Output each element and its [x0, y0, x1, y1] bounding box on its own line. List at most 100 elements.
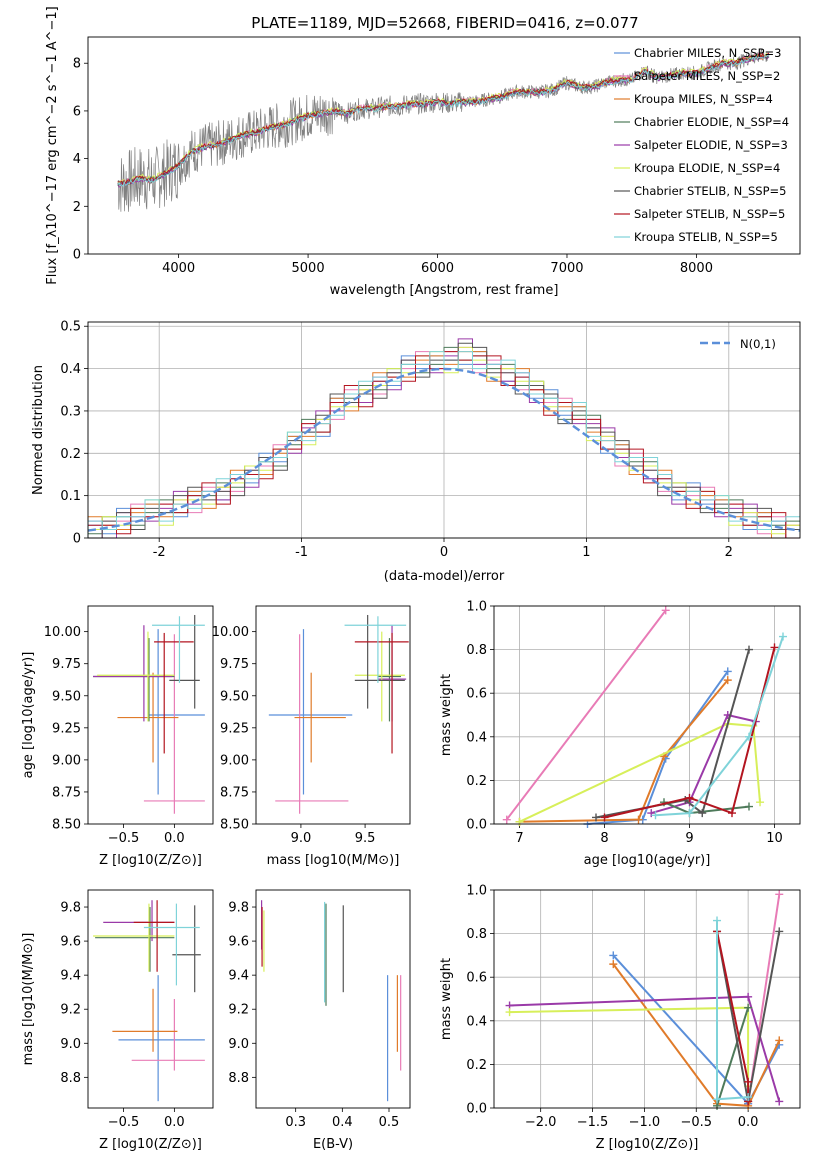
y-tick-label: 0.0	[466, 1102, 487, 1117]
y-tick-label: 9.25	[52, 721, 81, 736]
x-axis-label: (data-model)/error	[384, 569, 505, 584]
legend-label: Kroupa STELIB, N_SSP=5	[634, 230, 778, 244]
x-tick-label: −1.0	[629, 1115, 661, 1130]
weight-marker-chabrier_elodie	[745, 802, 753, 811]
y-tick-label: 9.2	[60, 1003, 81, 1018]
weight-marker-kroupa_elodie	[756, 798, 765, 807]
x-tick-label: 9.0	[291, 831, 312, 846]
y-tick-label: 4	[73, 152, 81, 167]
y-axis-label: Normed distribution	[31, 365, 46, 495]
weight-line-chabrier_elodie	[716, 1007, 750, 1107]
x-tick-label: 4000	[162, 261, 195, 276]
axes-frame	[87, 605, 214, 825]
x-axis-label: age [log10(age/yr)]	[584, 853, 711, 868]
y-tick-label: 6	[73, 104, 81, 119]
y-tick-label: 9.25	[220, 721, 249, 736]
weight-marker-kroupa_elodie	[505, 1008, 514, 1017]
y-tick-label: 10.00	[212, 625, 249, 640]
weight-marker-kroupa_stelib	[685, 809, 694, 818]
y-tick-label: 9.0	[228, 1037, 249, 1052]
y-tick-label: 0.2	[466, 1058, 487, 1073]
x-tick-label: 0	[440, 545, 448, 560]
axes-frame	[493, 605, 801, 825]
weight-marker-salpeter_miles	[775, 890, 784, 899]
weight-marker-salpeter_stelib	[744, 1077, 753, 1086]
x-tick-label: 0.0	[164, 1115, 185, 1130]
weight-marker-salpeter_elodie	[647, 809, 656, 818]
y-tick-label: 9.00	[220, 753, 249, 768]
y-tick-label: 9.50	[52, 689, 81, 704]
legend-label: Chabrier MILES, N_SSP=3	[634, 46, 781, 60]
age-vs-metallicity-panel: −0.5 0.0 8.50 8.75 9.00 9.25 9.50 9.75 10.00 Z [l…	[21, 605, 214, 868]
x-tick-label: 0.5	[379, 1115, 400, 1130]
x-axis-label: Z [log10(Z/Z⊙)]	[99, 1137, 202, 1152]
legend-label: Chabrier STELIB, N_SSP=5	[634, 184, 786, 198]
x-tick-label: 9.5	[355, 831, 376, 846]
weight-vs-age-panel: 7 8 9 10 0.0 0.2 0.4 0.6 0.8 1.0 age [log10(age/yr…	[439, 600, 801, 868]
y-tick-label: 8.8	[228, 1071, 249, 1086]
legend-label: Salpeter STELIB, N_SSP=5	[634, 207, 785, 221]
weight-marker-chabrier_miles	[609, 951, 618, 960]
y-tick-label: 9.50	[220, 689, 249, 704]
y-tick-label: 0.6	[466, 971, 487, 986]
axes-frame	[255, 605, 411, 825]
spectrum-panel: 4000 5000 6000 7000 8000 0 2 4 6 8 wavelength [Ang…	[45, 6, 801, 298]
y-tick-label: 0.2	[466, 774, 487, 789]
weight-marker-kroupa_miles	[634, 815, 643, 824]
weight-marker-salpeter_miles	[661, 606, 670, 615]
x-tick-label: 7000	[550, 261, 583, 276]
weight-line-kroupa_miles	[612, 963, 781, 1107]
y-axis-label: mass [log10(M/M⊙)]	[21, 933, 36, 1066]
y-tick-label: 10.00	[44, 625, 81, 640]
weight-marker-salpeter_elodie	[775, 1097, 784, 1106]
x-tick-label: −1.5	[577, 1115, 609, 1130]
weight-marker-kroupa_miles	[609, 960, 618, 969]
legend-label: Salpeter MILES, N_SSP=2	[634, 69, 780, 83]
x-tick-label: 0.0	[738, 1115, 759, 1130]
y-tick-label: 0.8	[466, 643, 487, 658]
y-tick-label: 0.4	[466, 730, 487, 745]
weight-line-kroupa_elodie	[509, 1006, 750, 1087]
y-tick-label: 8	[73, 57, 81, 72]
y-tick-label: 0.1	[60, 489, 81, 504]
y-tick-label: 9.4	[60, 969, 81, 984]
x-tick-label: 10	[766, 831, 783, 846]
weight-marker-salpeter_elodie	[744, 992, 753, 1001]
x-tick-label: 6000	[421, 261, 454, 276]
weight-marker-salpeter_stelib	[685, 793, 694, 802]
mass-vs-metallicity-panel: −0.5 0.0 8.8 9.0 9.2 9.4 9.6 9.8 Z [log10(Z/Z⊙)]…	[21, 889, 214, 1152]
figure-title: PLATE=1189, MJD=52668, FIBERID=0416, z=0…	[251, 14, 638, 32]
weight-line-chabrier_miles	[587, 670, 729, 825]
x-tick-label: 9	[685, 831, 693, 846]
weight-marker-kroupa_stelib	[744, 1093, 753, 1102]
weight-marker-chabrier_miles	[723, 667, 732, 676]
age-vs-mass-panel: 9.0 9.5 8.50 8.75 9.00 9.25 9.50 9.75 10.00 mass …	[212, 605, 411, 868]
weight-marker-kroupa_miles	[775, 1036, 784, 1045]
y-tick-label: 8.50	[52, 818, 81, 833]
legend-label: Kroupa MILES, N_SSP=4	[634, 92, 773, 106]
x-tick-label: 7	[515, 831, 523, 846]
y-axis-label: age [log10(age/yr)]	[21, 652, 36, 779]
y-axis-label: mass weight	[439, 674, 454, 756]
x-tick-label: 1	[582, 545, 590, 560]
weight-vs-metallicity-panel: −2.0 −1.5 −1.0 −0.5 0.0 0.0 0.2 0.4 0.6 0.8 1.0 Z […	[439, 884, 801, 1152]
y-tick-label: 9.0	[60, 1037, 81, 1052]
y-tick-label: 9.6	[60, 935, 81, 950]
legend-label: Salpeter ELODIE, N_SSP=3	[634, 138, 788, 152]
x-axis-label: wavelength [Angstrom, rest frame]	[330, 283, 559, 298]
y-tick-label: 0.4	[60, 362, 81, 377]
axes-frame	[87, 321, 801, 539]
x-tick-label: 8000	[680, 261, 713, 276]
weight-marker-kroupa_stelib	[779, 632, 787, 641]
weight-marker-chabrier_stelib	[745, 645, 753, 654]
x-axis-label: Z [log10(Z/Z⊙)]	[596, 1137, 699, 1152]
weight-marker-salpeter_miles	[502, 815, 511, 824]
y-tick-label: 8.75	[52, 785, 81, 800]
weight-marker-salpeter_stelib	[770, 643, 779, 652]
x-axis-label: E(B-V)	[313, 1137, 353, 1152]
x-tick-label: 2	[725, 545, 733, 560]
y-tick-label: 9.75	[220, 657, 249, 672]
legend-label-normal: N(0,1)	[740, 337, 776, 351]
x-tick-label: 0.3	[285, 1115, 306, 1130]
